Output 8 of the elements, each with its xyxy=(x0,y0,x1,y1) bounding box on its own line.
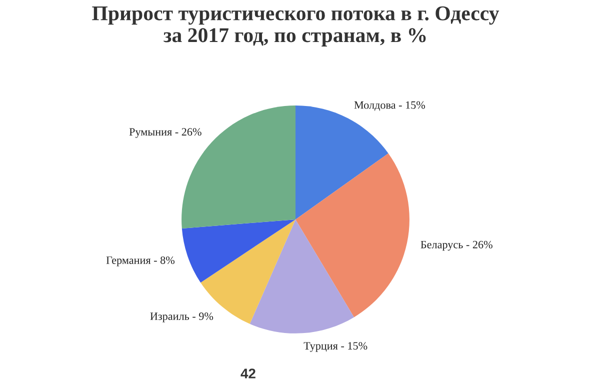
slice-label: Израиль - 9% xyxy=(150,312,214,322)
chart-title: Прирост туристического потока в г. Одессу за 2017 год, по странам, в % xyxy=(92,6,500,46)
slice-label: Германия - 8% xyxy=(106,256,175,266)
slice-label: Молдова - 15% xyxy=(354,101,426,111)
slice-label: Беларусь - 26% xyxy=(420,240,492,251)
text: 42 xyxy=(240,368,256,378)
slice-label: Румыния - 26% xyxy=(129,128,202,138)
slice-label: Турция - 15% xyxy=(304,342,368,352)
